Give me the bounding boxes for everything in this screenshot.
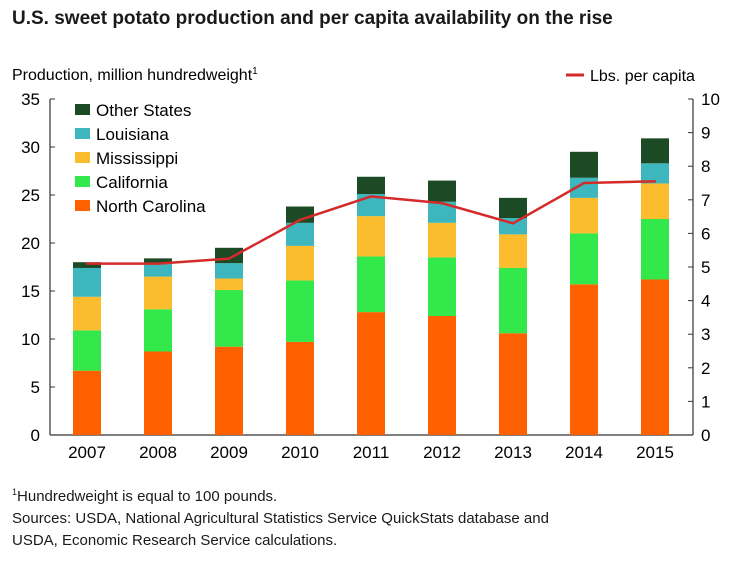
left-tick-label: 10 bbox=[21, 330, 40, 349]
x-tick-label: 2009 bbox=[210, 443, 248, 462]
bar-north-carolina-2012 bbox=[428, 315, 456, 435]
y2-axis-label: Lbs. per capita bbox=[590, 68, 695, 85]
right-tick-label: 1 bbox=[701, 392, 710, 411]
bar-california-2012 bbox=[428, 257, 456, 316]
bar-other-states-2008 bbox=[144, 258, 172, 265]
right-tick-label: 9 bbox=[701, 124, 710, 143]
right-tick-label: 7 bbox=[701, 191, 710, 210]
x-tick-label: 2008 bbox=[139, 443, 177, 462]
per-capita-point-2013 bbox=[511, 222, 515, 225]
legend-label: Other States bbox=[96, 101, 191, 120]
left-tick-label: 20 bbox=[21, 234, 40, 253]
bar-other-states-2012 bbox=[428, 180, 456, 202]
legend-swatch-mississippi bbox=[75, 152, 90, 163]
legend-label: North Carolina bbox=[96, 197, 206, 216]
bar-north-carolina-2010 bbox=[286, 341, 314, 435]
right-tick-label: 2 bbox=[701, 359, 710, 378]
sources-line-1: Sources: USDA, National Agricultural Sta… bbox=[12, 510, 549, 527]
x-tick-label: 2010 bbox=[281, 443, 319, 462]
left-tick-label: 5 bbox=[31, 378, 40, 397]
bar-north-carolina-2014 bbox=[570, 284, 598, 435]
per-capita-point-2008 bbox=[156, 262, 160, 265]
x-tick-label: 2011 bbox=[353, 443, 390, 462]
legend-swatch-louisiana bbox=[75, 128, 90, 139]
bar-mississippi-2010 bbox=[286, 245, 314, 281]
bar-california-2007 bbox=[73, 330, 101, 371]
bar-california-2013 bbox=[499, 267, 527, 334]
legend-label: Louisiana bbox=[96, 125, 169, 144]
bar-mississippi-2015 bbox=[641, 183, 669, 219]
bar-north-carolina-2013 bbox=[499, 333, 527, 435]
bar-mississippi-2009 bbox=[215, 278, 243, 291]
bar-california-2008 bbox=[144, 309, 172, 352]
bar-other-states-2007 bbox=[73, 262, 101, 268]
bar-other-states-2013 bbox=[499, 197, 527, 219]
bar-north-carolina-2015 bbox=[641, 279, 669, 435]
left-tick-label: 35 bbox=[21, 90, 40, 109]
bar-louisiana-2007 bbox=[73, 267, 101, 297]
x-tick-label: 2013 bbox=[494, 443, 532, 462]
bar-louisiana-2012 bbox=[428, 201, 456, 223]
bar-mississippi-2008 bbox=[144, 276, 172, 310]
bar-mississippi-2011 bbox=[357, 216, 385, 257]
bar-mississippi-2012 bbox=[428, 222, 456, 258]
bar-mississippi-2013 bbox=[499, 234, 527, 268]
per-capita-point-2015 bbox=[653, 180, 657, 183]
bar-california-2010 bbox=[286, 280, 314, 342]
footnote-sup: 1 bbox=[12, 487, 18, 497]
bar-north-carolina-2009 bbox=[215, 346, 243, 435]
per-capita-point-2011 bbox=[369, 195, 373, 198]
bar-mississippi-2007 bbox=[73, 296, 101, 331]
x-tick-label: 2012 bbox=[423, 443, 461, 462]
bar-other-states-2009 bbox=[215, 247, 243, 264]
x-tick-label: 2007 bbox=[68, 443, 106, 462]
x-tick-label: 2015 bbox=[636, 443, 674, 462]
bar-louisiana-2015 bbox=[641, 163, 669, 184]
left-tick-label: 30 bbox=[21, 138, 40, 157]
legend-swatch-california bbox=[75, 176, 90, 187]
legend-label: Mississippi bbox=[96, 149, 178, 168]
sources-line-2: USDA, Economic Research Service calculat… bbox=[12, 532, 338, 549]
right-tick-label: 6 bbox=[701, 224, 710, 243]
chart-svg: 0 5 10 15 20 25 30 35 0 1 2 3 4 5 6 7 8 9 10 Production, mi… bbox=[12, 66, 720, 462]
right-tick-label: 5 bbox=[701, 258, 710, 277]
legend-swatch-north-carolina bbox=[75, 200, 90, 211]
footnote-text: Hundredweight is equal to 100 pounds. bbox=[17, 488, 278, 505]
per-capita-point-2009 bbox=[227, 257, 231, 260]
bar-louisiana-2010 bbox=[286, 222, 314, 246]
bar-california-2011 bbox=[357, 256, 385, 313]
bar-mississippi-2014 bbox=[570, 197, 598, 234]
right-tick-label: 8 bbox=[701, 157, 710, 176]
bar-california-2009 bbox=[215, 290, 243, 347]
bar-other-states-2011 bbox=[357, 176, 385, 195]
legend-swatch-other-states bbox=[75, 104, 90, 115]
per-capita-point-2012 bbox=[440, 201, 444, 205]
bar-louisiana-2008 bbox=[144, 264, 172, 277]
per-capita-point-2014 bbox=[582, 181, 586, 185]
bar-california-2015 bbox=[641, 219, 669, 280]
per-capita-point-2010 bbox=[298, 218, 302, 222]
footnote: 1Hundredweight is equal to 100 pounds. bbox=[12, 487, 277, 505]
bar-other-states-2015 bbox=[641, 138, 669, 164]
right-tick-label: 10 bbox=[701, 90, 720, 109]
bar-louisiana-2009 bbox=[215, 263, 243, 279]
bar-north-carolina-2011 bbox=[357, 312, 385, 435]
left-tick-label: 15 bbox=[21, 282, 40, 301]
bar-north-carolina-2007 bbox=[73, 370, 101, 435]
bar-other-states-2014 bbox=[570, 151, 598, 178]
y-axis-label: Production, million hundredweight1 bbox=[12, 66, 258, 84]
chart-title: U.S. sweet potato production and per cap… bbox=[12, 8, 613, 29]
bar-north-carolina-2008 bbox=[144, 351, 172, 435]
legend-label: California bbox=[96, 173, 168, 192]
right-tick-label: 0 bbox=[701, 426, 710, 445]
right-tick-label: 3 bbox=[701, 325, 710, 344]
right-tick-label: 4 bbox=[701, 292, 710, 311]
per-capita-point-2007 bbox=[85, 262, 89, 265]
x-tick-label: 2014 bbox=[565, 443, 603, 462]
y-axis-label-sup: 1 bbox=[252, 66, 258, 77]
bar-california-2014 bbox=[570, 233, 598, 285]
left-tick-label: 0 bbox=[31, 426, 40, 445]
left-tick-label: 25 bbox=[21, 186, 40, 205]
